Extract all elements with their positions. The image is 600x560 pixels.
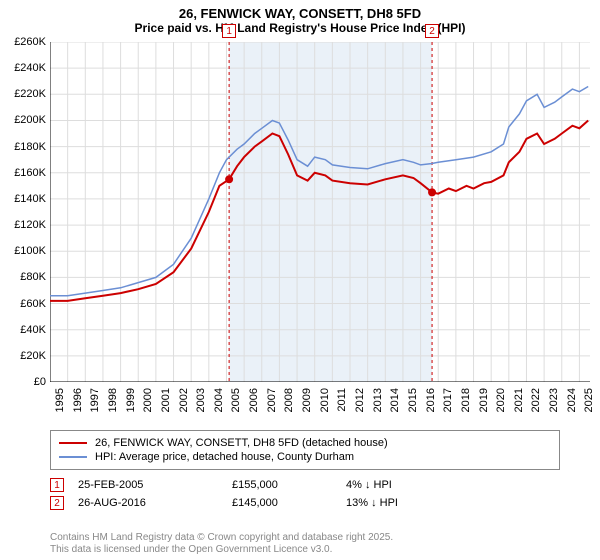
- x-tick-label: 2003: [195, 388, 207, 412]
- sale-row: 1 25-FEB-2005 £155,000 4% ↓ HPI: [50, 478, 570, 492]
- x-tick-label: 2010: [319, 388, 331, 412]
- page-title: 26, FENWICK WAY, CONSETT, DH8 5FD: [0, 6, 600, 21]
- y-tick-label: £120K: [14, 219, 46, 231]
- x-tick-label: 2017: [442, 388, 454, 412]
- x-tick-label: 1997: [89, 388, 101, 412]
- legend: 26, FENWICK WAY, CONSETT, DH8 5FD (detac…: [50, 430, 560, 470]
- x-tick-label: 2007: [266, 388, 278, 412]
- x-tick-label: 2001: [160, 388, 172, 412]
- y-tick-label: £100K: [14, 245, 46, 257]
- x-tick-label: 2008: [283, 388, 295, 412]
- legend-row: 26, FENWICK WAY, CONSETT, DH8 5FD (detac…: [59, 437, 551, 449]
- legend-label: 26, FENWICK WAY, CONSETT, DH8 5FD (detac…: [95, 437, 388, 449]
- y-tick-label: £0: [34, 376, 46, 388]
- footer-line: Contains HM Land Registry data © Crown c…: [50, 532, 393, 544]
- y-tick-label: £60K: [20, 298, 46, 310]
- y-tick-label: £220K: [14, 88, 46, 100]
- y-tick-label: £240K: [14, 62, 46, 74]
- x-tick-label: 2016: [425, 388, 437, 412]
- x-tick-label: 2011: [336, 388, 348, 412]
- footer-attribution: Contains HM Land Registry data © Crown c…: [50, 532, 393, 556]
- sale-date: 26-AUG-2016: [78, 497, 218, 509]
- price-chart: 12: [50, 42, 590, 382]
- footer-line: This data is licensed under the Open Gov…: [50, 544, 393, 556]
- legend-swatch: [59, 442, 87, 445]
- legend-row: HPI: Average price, detached house, Coun…: [59, 451, 551, 463]
- sale-marker-icon: 1: [50, 478, 64, 492]
- x-tick-label: 2002: [178, 388, 190, 412]
- y-tick-label: £180K: [14, 141, 46, 153]
- sale-pct-vs-hpi: 4% ↓ HPI: [346, 479, 456, 491]
- x-tick-label: 2015: [407, 388, 419, 412]
- sale-event-marker: 1: [222, 24, 236, 38]
- y-axis-labels: £0£20K£40K£60K£80K£100K£120K£140K£160K£1…: [0, 42, 48, 382]
- x-tick-label: 2020: [495, 388, 507, 412]
- legend-swatch: [59, 456, 87, 458]
- sale-row: 2 26-AUG-2016 £145,000 13% ↓ HPI: [50, 496, 570, 510]
- x-tick-label: 2021: [513, 388, 525, 412]
- y-tick-label: £260K: [14, 36, 46, 48]
- y-tick-label: £200K: [14, 114, 46, 126]
- x-tick-label: 1999: [125, 388, 137, 412]
- x-tick-label: 1996: [72, 388, 84, 412]
- y-tick-label: £40K: [20, 324, 46, 336]
- y-tick-label: £20K: [20, 350, 46, 362]
- x-tick-label: 1995: [54, 388, 66, 412]
- x-tick-label: 2009: [301, 388, 313, 412]
- x-tick-label: 2022: [530, 388, 542, 412]
- x-tick-label: 2023: [548, 388, 560, 412]
- x-tick-label: 2013: [372, 388, 384, 412]
- x-tick-label: 2005: [230, 388, 242, 412]
- page-subtitle: Price paid vs. HM Land Registry's House …: [0, 21, 600, 35]
- sale-date: 25-FEB-2005: [78, 479, 218, 491]
- y-tick-label: £80K: [20, 271, 46, 283]
- y-tick-label: £140K: [14, 193, 46, 205]
- x-tick-label: 2025: [583, 388, 595, 412]
- sales-table: 1 25-FEB-2005 £155,000 4% ↓ HPI 2 26-AUG-2016…: [50, 474, 570, 514]
- legend-label: HPI: Average price, detached house, Coun…: [95, 451, 354, 463]
- sale-pct-vs-hpi: 13% ↓ HPI: [346, 497, 456, 509]
- sale-price: £145,000: [232, 497, 332, 509]
- x-tick-label: 2006: [248, 388, 260, 412]
- x-tick-label: 2004: [213, 388, 225, 412]
- x-tick-label: 2019: [478, 388, 490, 412]
- y-tick-label: £160K: [14, 167, 46, 179]
- sale-event-marker: 2: [425, 24, 439, 38]
- sale-price: £155,000: [232, 479, 332, 491]
- x-tick-label: 2024: [566, 388, 578, 412]
- x-tick-label: 2012: [354, 388, 366, 412]
- x-tick-label: 2018: [460, 388, 472, 412]
- sale-marker-icon: 2: [50, 496, 64, 510]
- x-tick-label: 1998: [107, 388, 119, 412]
- x-tick-label: 2000: [142, 388, 154, 412]
- x-tick-label: 2014: [389, 388, 401, 412]
